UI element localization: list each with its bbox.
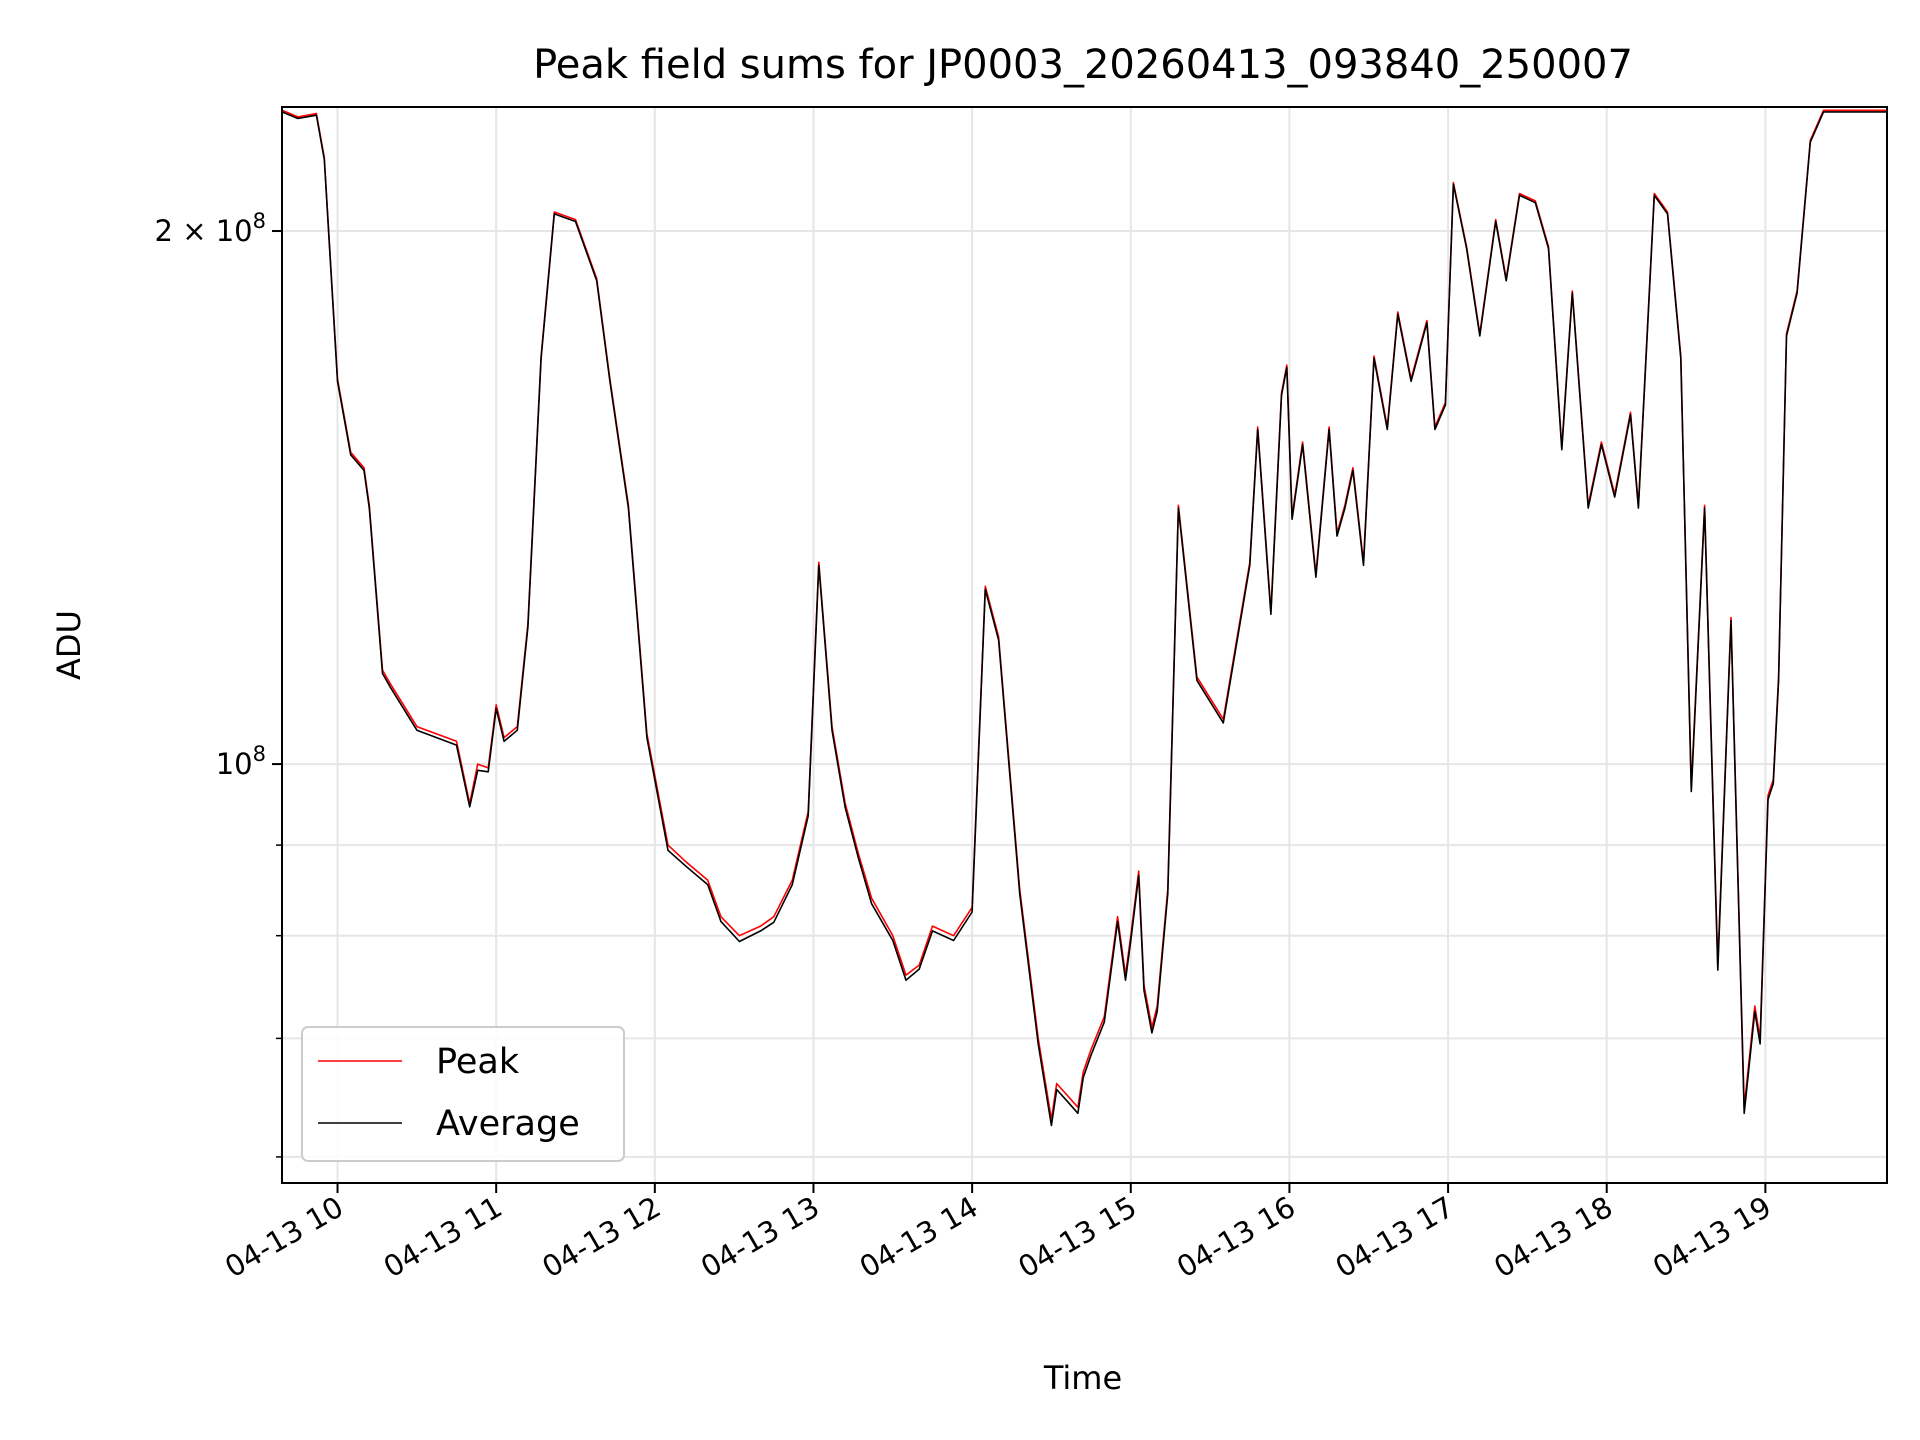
- legend-label-peak: Peak: [436, 1042, 520, 1082]
- x-axis-title: Time: [1043, 1359, 1122, 1397]
- series-line-average: [282, 111, 1887, 1127]
- series-layer: [282, 109, 1887, 1127]
- legend-label-average: Average: [436, 1104, 580, 1144]
- plot-frame: [281, 106, 1888, 1184]
- grid: [282, 107, 1887, 1183]
- legend: Peak Average: [301, 1026, 625, 1162]
- y-axis-title: ADU: [50, 610, 88, 680]
- y-axis: 108 2 × 108: [155, 209, 282, 1158]
- chart-title: Peak field sums for JP0003_20260413_0938…: [533, 42, 1633, 88]
- y-tick-label: 108: [216, 742, 266, 781]
- y-tick-label: 2 × 108: [155, 209, 266, 248]
